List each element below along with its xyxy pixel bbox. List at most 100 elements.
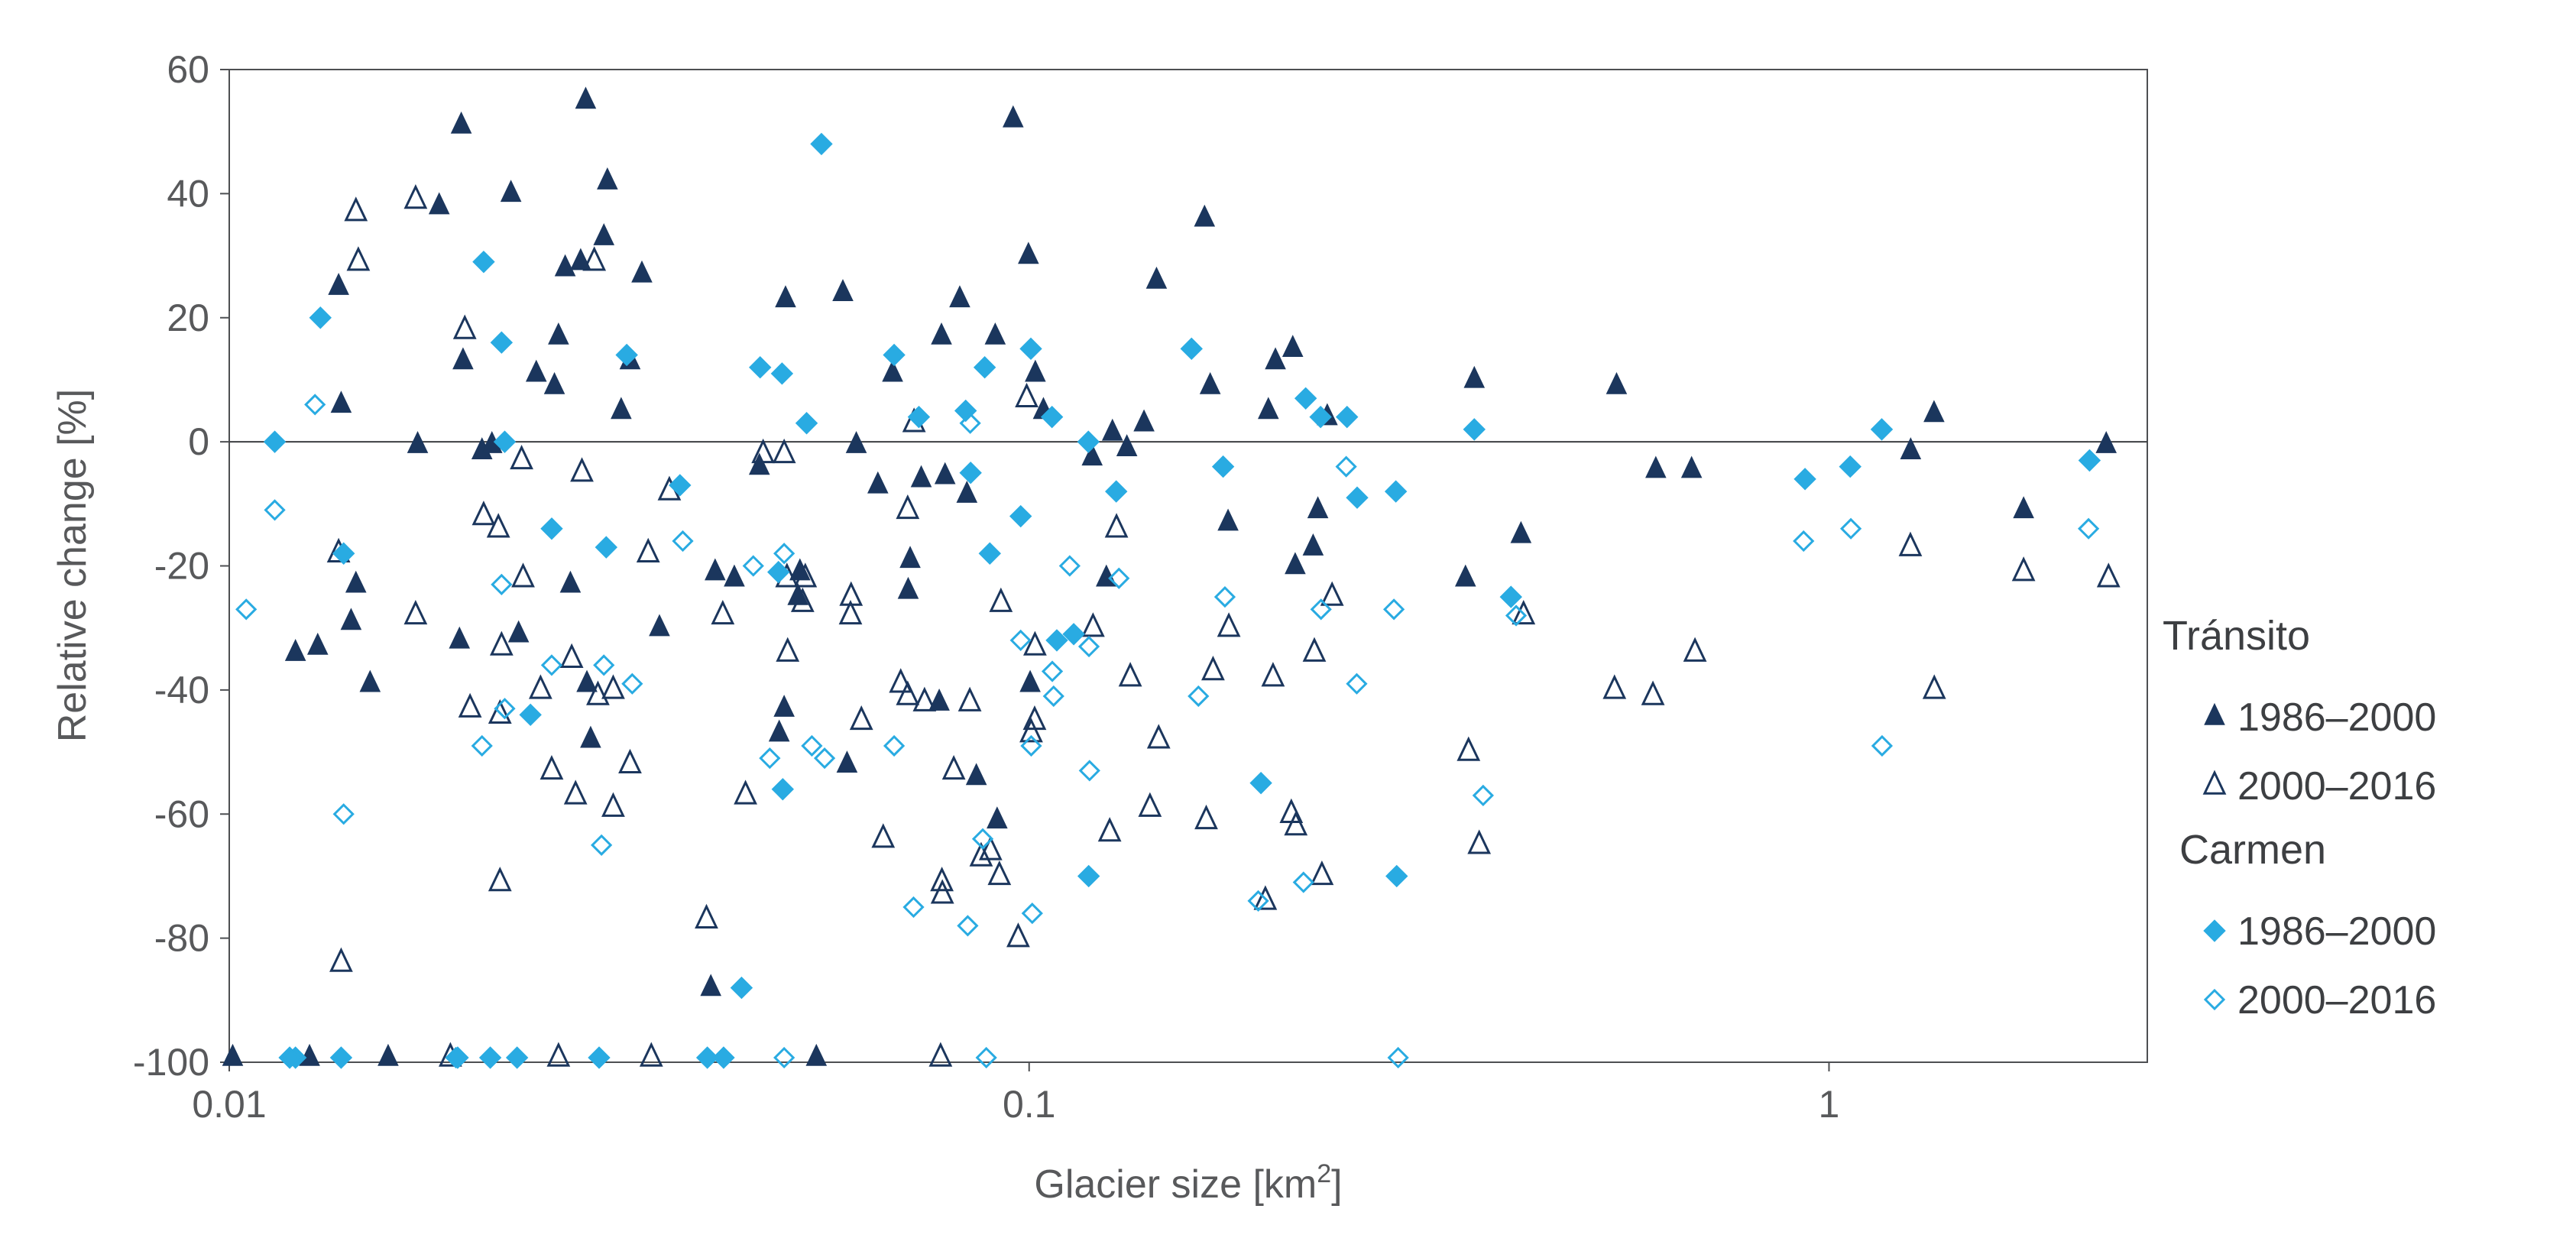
data-point <box>458 692 482 718</box>
x-tick-label: 0.1 <box>1003 1083 1056 1126</box>
data-point <box>928 688 950 711</box>
data-point <box>768 719 790 742</box>
data-point <box>309 306 332 329</box>
y-tick-label: -20 <box>154 545 209 588</box>
data-point <box>601 674 625 699</box>
data-point <box>491 573 513 595</box>
data-point <box>528 674 552 699</box>
data-point <box>1257 397 1279 420</box>
data-point <box>1292 871 1314 893</box>
data-point <box>882 359 903 382</box>
data-point <box>1923 400 1945 423</box>
data-point <box>724 564 745 587</box>
x-axis: 0.01 0.1 1 <box>192 1062 1839 1126</box>
data-point <box>975 1046 997 1069</box>
data-point <box>235 598 258 621</box>
data-point <box>597 167 618 190</box>
legend-label: 2000–2016 <box>2237 764 2436 809</box>
x-axis-title-superscript: 2 <box>1317 1159 1331 1188</box>
data-point <box>695 903 718 929</box>
data-point <box>767 560 790 584</box>
data-point <box>978 542 1001 565</box>
y-tick-label: -60 <box>154 792 209 835</box>
data-point <box>776 637 800 662</box>
data-point <box>973 355 996 379</box>
data-point <box>773 543 795 565</box>
x-tick-label: 0.01 <box>192 1083 266 1126</box>
data-point <box>749 355 772 379</box>
data-point <box>1108 567 1130 589</box>
data-point <box>407 431 429 453</box>
data-point <box>705 558 726 581</box>
x-axis-title-main: Glacier size [km <box>1034 1162 1317 1207</box>
data-point <box>1062 623 1085 646</box>
data-point <box>1116 434 1138 456</box>
data-point <box>793 562 818 588</box>
data-point <box>1265 347 1286 370</box>
data-point <box>450 111 472 134</box>
data-point <box>618 748 642 773</box>
y-tick-label: 60 <box>167 48 209 91</box>
y-tick-label: -100 <box>133 1041 209 1084</box>
data-point <box>1294 387 1317 410</box>
data-point <box>1472 784 1494 807</box>
legend-marker <box>2202 770 2227 795</box>
data-point <box>1042 685 1064 708</box>
data-point <box>1211 455 1235 478</box>
data-point <box>965 763 987 786</box>
data-point <box>359 669 381 692</box>
data-point <box>949 285 970 308</box>
data-point <box>588 1046 611 1069</box>
legend-group-title: Tránsito <box>2163 613 2310 659</box>
data-point <box>1499 585 1522 608</box>
data-point <box>1180 337 1203 361</box>
data-point <box>1512 599 1536 625</box>
data-point <box>576 669 598 692</box>
data-point <box>759 747 781 770</box>
data-point <box>472 250 495 274</box>
data-point <box>1384 480 1408 503</box>
data-point <box>867 471 889 494</box>
data-point <box>1922 674 1946 699</box>
data-point <box>1253 885 1278 910</box>
data-point <box>1022 705 1047 731</box>
data-point <box>306 632 329 655</box>
data-point <box>631 260 653 283</box>
legend-marker <box>2203 988 2226 1011</box>
data-point <box>930 867 954 892</box>
data-point <box>428 192 450 215</box>
data-point <box>1105 480 1128 503</box>
data-point <box>582 246 607 271</box>
data-point <box>1310 598 1332 621</box>
data-point <box>959 462 982 485</box>
legend-label: 1986–2000 <box>2237 909 2436 954</box>
x-axis-title-close: ] <box>1331 1162 1342 1207</box>
data-point <box>912 686 937 711</box>
data-point <box>511 562 535 588</box>
legend-label: 2000–2016 <box>2237 978 2436 1023</box>
data-point <box>1078 760 1100 782</box>
data-point <box>672 530 694 553</box>
data-point <box>789 558 811 581</box>
data-point <box>570 248 591 271</box>
data-point <box>591 834 613 856</box>
data-point <box>813 747 836 770</box>
data-point <box>1040 405 1064 429</box>
data-point <box>770 362 794 385</box>
data-point <box>621 672 643 695</box>
data-point <box>1456 736 1481 761</box>
data-point <box>941 754 966 780</box>
data-point <box>772 438 796 464</box>
data-point <box>849 705 873 731</box>
data-point <box>899 546 921 569</box>
legend: Tránsito 1986–2000 2000–2016 Carmen 1986–200… <box>2163 613 2436 1023</box>
data-point <box>711 599 735 625</box>
legend-label: 1986–2000 <box>2237 695 2436 740</box>
data-point <box>1467 829 1492 854</box>
data-point <box>1018 241 1039 264</box>
data-point <box>593 654 615 676</box>
data-point <box>1058 555 1081 577</box>
data-point <box>340 608 362 630</box>
data-point <box>1009 504 1032 528</box>
data-point <box>1680 455 1703 478</box>
